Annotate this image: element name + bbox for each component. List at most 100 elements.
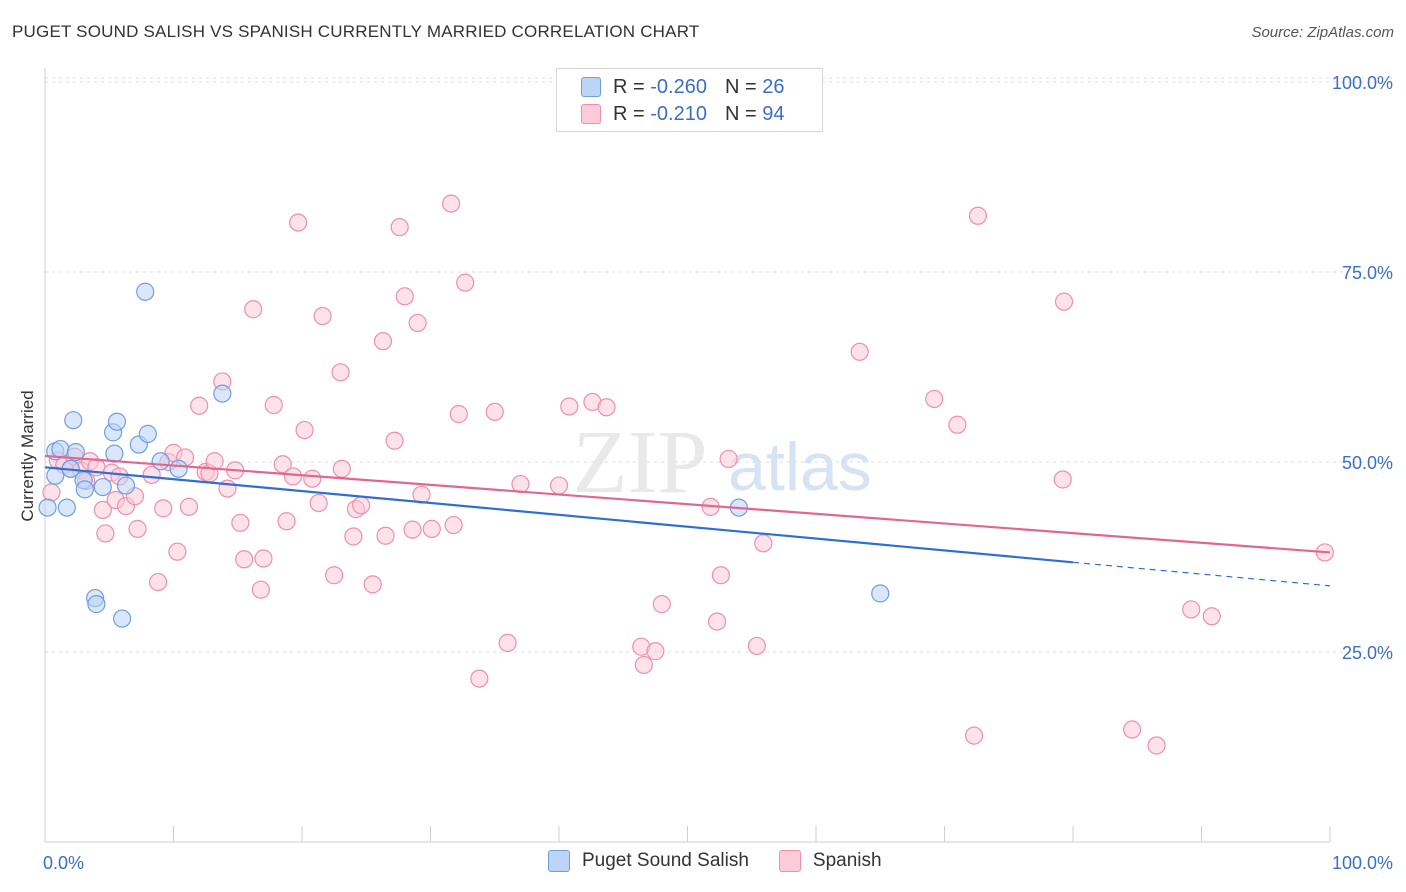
- legend-row-salish: R = -0.260 N = 26: [581, 74, 785, 100]
- spanish-point: [363, 575, 382, 594]
- spanish-point: [313, 306, 332, 326]
- spanish-point: [309, 493, 328, 513]
- spanish-point: [403, 520, 422, 539]
- salish-point: [51, 439, 70, 459]
- spanish-point: [168, 542, 187, 561]
- spanish-point: [42, 483, 61, 502]
- legend-n-value-spanish: 94: [762, 102, 785, 125]
- spanish-point: [254, 549, 273, 568]
- spanish-point: [376, 526, 395, 545]
- spanish-point: [470, 669, 489, 688]
- spanish-point: [179, 497, 199, 516]
- source-credit: Source: ZipAtlas.com: [1251, 24, 1394, 41]
- spanish-point: [128, 519, 147, 538]
- spanish-point: [283, 467, 303, 486]
- spanish-point: [652, 595, 671, 614]
- watermark-zip: ZIP: [573, 413, 708, 512]
- series-swatch-spanish: [778, 850, 801, 872]
- spanish-point: [948, 415, 967, 434]
- spanish-point: [344, 527, 363, 546]
- chart-title: PUGET SOUND SALISH VS SPANISH CURRENTLY …: [12, 22, 700, 41]
- salish-point: [93, 477, 112, 497]
- spanish-point: [289, 213, 308, 232]
- spanish-point: [1054, 292, 1074, 311]
- salish-point: [64, 411, 83, 430]
- spanish-point: [148, 572, 168, 592]
- x-tick-label: 100.0%: [1332, 853, 1393, 873]
- spanish-point: [707, 612, 727, 631]
- legend-swatch-salish: [581, 77, 601, 97]
- spanish-point: [456, 273, 475, 292]
- salish-point: [213, 384, 232, 403]
- spanish-point: [964, 726, 984, 745]
- spanish-point: [444, 515, 463, 535]
- spanish-point: [1123, 720, 1142, 739]
- legend-r-value-spanish: -0.210: [650, 102, 707, 125]
- salish-point: [107, 412, 127, 431]
- spanish-point: [231, 513, 250, 532]
- spanish-point: [235, 550, 254, 569]
- spanish-point: [93, 500, 112, 519]
- spanish-point: [968, 206, 988, 225]
- correlation-legend: R = -0.260 N = 26 R = -0.210 N = 94: [556, 68, 823, 132]
- legend-swatch-spanish: [581, 104, 601, 124]
- spanish-point: [385, 431, 404, 450]
- salish-point: [169, 459, 188, 478]
- spanish-point: [747, 636, 766, 656]
- spanish-point: [597, 398, 616, 417]
- spanish-point: [850, 342, 869, 361]
- salish-point: [138, 424, 157, 443]
- spanish-point: [925, 389, 944, 409]
- salish-point: [136, 282, 155, 301]
- salish-point: [112, 609, 132, 628]
- spanish-point: [331, 363, 350, 382]
- spanish-point: [325, 566, 344, 585]
- spanish-point: [251, 580, 270, 599]
- salish-point: [871, 584, 890, 603]
- spanish-point: [408, 313, 427, 333]
- salish-point: [87, 595, 106, 614]
- spanish-point: [295, 420, 314, 440]
- legend-r-label: R =: [613, 102, 645, 125]
- watermark-atlas: atlas: [728, 429, 872, 505]
- y-axis-label: Currently Married: [18, 390, 37, 521]
- salish-point: [57, 498, 76, 517]
- spanish-point: [511, 474, 530, 494]
- y-tick-label: 75.0%: [1342, 263, 1393, 283]
- spanish-point: [754, 534, 773, 553]
- spanish-point: [549, 476, 569, 495]
- legend-row-spanish: R = -0.210 N = 94: [581, 101, 785, 127]
- spanish-point: [422, 519, 441, 538]
- series-legend: Puget Sound Salish Spanish: [548, 850, 912, 872]
- salish-point: [66, 443, 85, 462]
- spanish-point: [498, 633, 517, 652]
- spanish-point: [142, 465, 161, 485]
- y-tick-label: 50.0%: [1342, 453, 1393, 473]
- legend-n-value-salish: 26: [762, 75, 785, 98]
- series-label-salish: Puget Sound Salish: [582, 850, 749, 871]
- legend-n-label: N =: [725, 102, 757, 125]
- spanish-point: [1182, 600, 1201, 619]
- salish-point: [38, 498, 57, 517]
- spanish-point: [485, 402, 504, 421]
- series-legend-spanish[interactable]: Spanish: [778, 850, 882, 872]
- spanish-point: [719, 449, 738, 469]
- spanish-point: [96, 524, 115, 543]
- salish-point: [151, 452, 170, 471]
- salish-trend-extension: [1072, 561, 1331, 587]
- salish-trend-line: [44, 466, 1074, 564]
- series-label-spanish: Spanish: [812, 850, 882, 871]
- salish-point: [75, 480, 94, 499]
- spanish-point: [449, 405, 468, 424]
- series-legend-salish[interactable]: Puget Sound Salish: [548, 850, 749, 872]
- spanish-point: [1053, 470, 1072, 489]
- spanish-trend-line: [44, 454, 1331, 554]
- legend-r-salish: R = -0.260: [613, 76, 725, 99]
- series-swatch-salish: [548, 850, 570, 872]
- spanish-point: [352, 496, 371, 515]
- y-tick-label: 100.0%: [1332, 73, 1393, 93]
- spanish-point: [646, 642, 665, 661]
- spanish-point: [277, 512, 296, 531]
- spanish-point: [154, 499, 173, 518]
